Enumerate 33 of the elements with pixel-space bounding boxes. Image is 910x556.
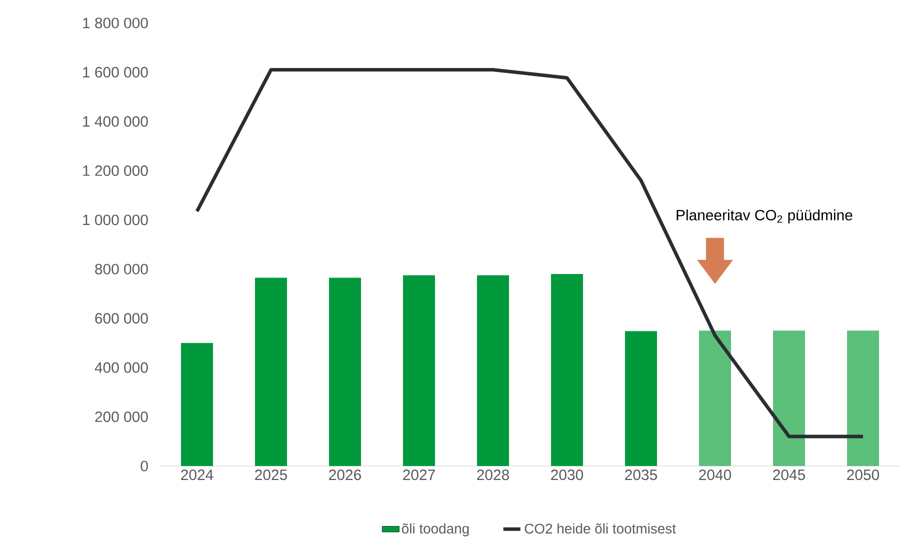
bar	[403, 275, 436, 466]
bar	[477, 275, 510, 466]
y-tick-label: 400 000	[94, 362, 148, 373]
y-tick-label: 1 600 000	[83, 66, 148, 78]
y-tick-label: 1 200 000	[83, 165, 148, 176]
bar	[551, 274, 584, 466]
bar	[625, 331, 658, 466]
y-tick-label: 0	[140, 460, 148, 472]
x-tick-label: 2035	[625, 470, 658, 480]
bar	[773, 330, 806, 466]
y-tick-label: 600 000	[95, 313, 148, 324]
bar	[847, 330, 880, 466]
x-tick-label: 2027	[403, 470, 435, 480]
x-tick-label: 2030	[551, 470, 584, 480]
x-tick-label: 2050	[847, 470, 880, 480]
bar	[699, 330, 732, 466]
x-tick-label: 2024	[181, 470, 214, 480]
legend-label: CO2 heide õli tootmisest	[524, 523, 676, 534]
y-tick-label: 200 000	[95, 411, 148, 422]
x-tick-label: 2040	[699, 470, 732, 480]
annotation: Planeeritav CO$_{2}$ püüdmine	[676, 209, 852, 224]
bar	[181, 342, 214, 466]
y-tick-label: 1 000 000	[83, 214, 148, 226]
x-tick-label: 2028	[477, 470, 509, 480]
bar	[329, 278, 362, 466]
bar	[255, 278, 288, 466]
legend-label: õli toodang	[402, 523, 469, 536]
x-tick-label: 2025	[255, 470, 287, 480]
x-tick-label: 2045	[773, 470, 806, 480]
y-tick-label: 1 800 000	[83, 18, 148, 28]
x-tick-label: 2026	[329, 470, 361, 480]
y-tick-label: 800 000	[95, 264, 148, 274]
y-tick-label: 1 400 000	[83, 116, 148, 127]
